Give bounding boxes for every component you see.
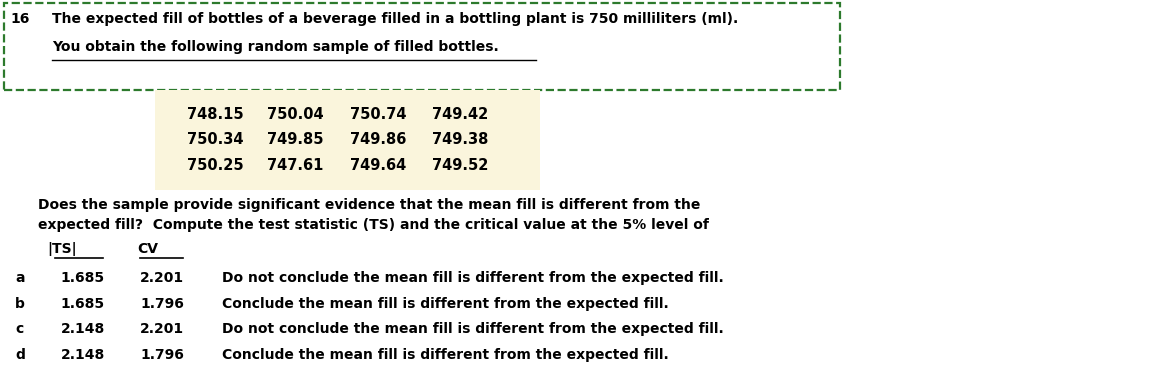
Text: 2.148: 2.148 [61, 348, 105, 362]
Bar [155, 90, 540, 190]
Text: Conclude the mean fill is different from the expected fill.: Conclude the mean fill is different from… [222, 297, 669, 311]
Text: Does the sample provide significant evidence that the mean fill is different fro: Does the sample provide significant evid… [38, 198, 700, 212]
Text: 749.64: 749.64 [350, 158, 406, 173]
Text: CV: CV [137, 242, 158, 256]
Text: 749.38: 749.38 [432, 132, 488, 147]
Text: 750.34: 750.34 [187, 132, 243, 147]
Text: 749.42: 749.42 [432, 107, 488, 122]
Text: 2.201: 2.201 [140, 271, 183, 285]
Text: 747.61: 747.61 [267, 158, 323, 173]
Text: 1.796: 1.796 [140, 297, 183, 311]
Text: d: d [15, 348, 25, 362]
Text: 750.74: 750.74 [350, 107, 406, 122]
Text: 750.25: 750.25 [187, 158, 243, 173]
Text: Conclude the mean fill is different from the expected fill.: Conclude the mean fill is different from… [222, 348, 669, 362]
Text: 749.52: 749.52 [432, 158, 488, 173]
Text: |TS|: |TS| [47, 242, 77, 256]
Text: expected fill?  Compute the test statistic (TS) and the critical value at the 5%: expected fill? Compute the test statisti… [38, 218, 709, 232]
Text: b: b [15, 297, 25, 311]
Text: 1.796: 1.796 [140, 348, 183, 362]
Text: Do not conclude the mean fill is different from the expected fill.: Do not conclude the mean fill is differe… [222, 271, 724, 285]
Text: You obtain the following random sample of filled bottles.: You obtain the following random sample o… [52, 40, 499, 54]
Text: 1.685: 1.685 [61, 271, 105, 285]
Text: 749.86: 749.86 [350, 132, 406, 147]
Text: 1.685: 1.685 [61, 297, 105, 311]
Text: Do not conclude the mean fill is different from the expected fill.: Do not conclude the mean fill is differe… [222, 322, 724, 336]
Bar [3, 3, 840, 90]
Text: 750.04: 750.04 [267, 107, 323, 122]
Text: c: c [15, 322, 23, 336]
Text: 749.85: 749.85 [267, 132, 323, 147]
Text: a: a [15, 271, 24, 285]
Text: 748.15: 748.15 [187, 107, 243, 122]
Text: 2.148: 2.148 [61, 322, 105, 336]
Text: 2.201: 2.201 [140, 322, 183, 336]
Text: 16: 16 [10, 12, 29, 26]
Text: The expected fill of bottles of a beverage filled in a bottling plant is 750 mil: The expected fill of bottles of a bevera… [52, 12, 739, 26]
